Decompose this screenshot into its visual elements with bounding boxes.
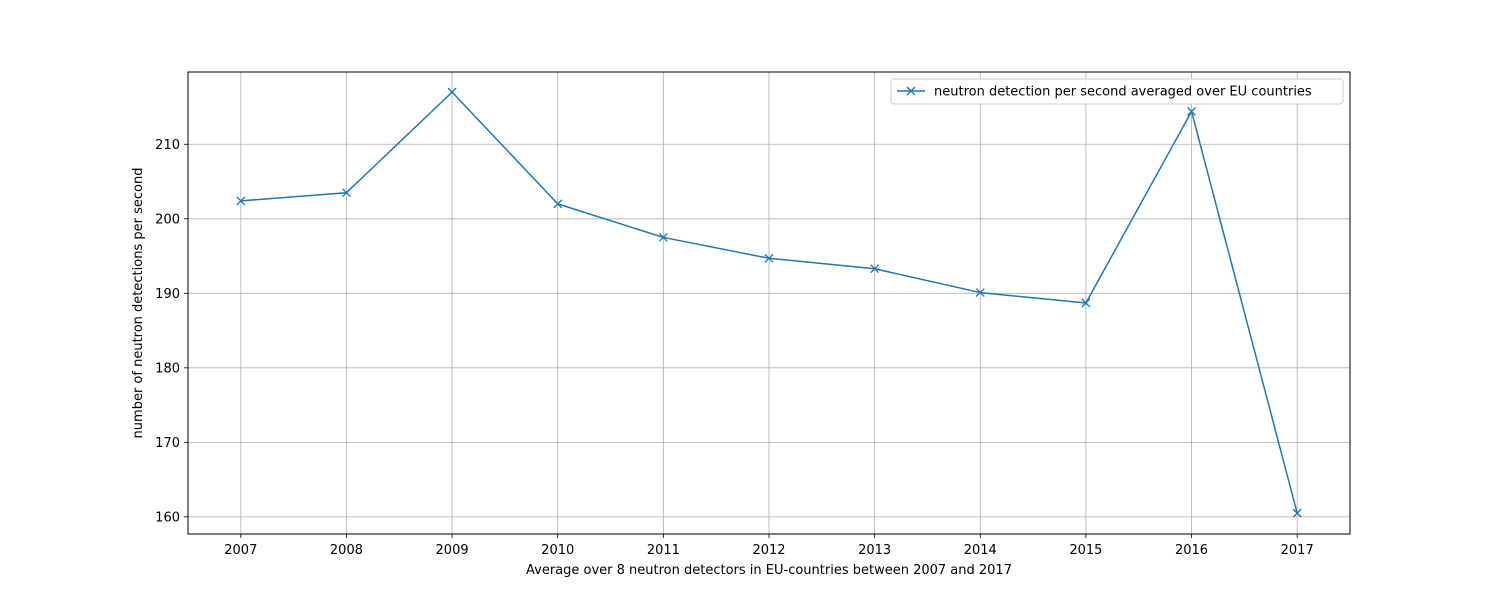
data-point-marker [1292, 508, 1302, 518]
data-point-marker [1081, 298, 1091, 308]
x-tick-label: 2007 [224, 543, 257, 558]
data-point-marker [764, 253, 774, 263]
x-tick-label: 2012 [752, 543, 785, 558]
x-axis-ticks: 2007 2008 2009 2010 2011 2012 2013 2014 2015 2016… [224, 534, 1314, 558]
data-point-marker [553, 199, 563, 209]
y-axis-ticks: 160 170 180 190 200 210 [155, 138, 188, 525]
x-tick-label: 2017 [1281, 543, 1314, 558]
x-axis-label: Average over 8 neutron detectors in EU-c… [526, 563, 1012, 578]
x-tick-label: 2013 [858, 543, 891, 558]
data-point-marker [975, 288, 985, 298]
data-point-marker [447, 87, 457, 97]
data-point-marker [1187, 107, 1197, 116]
data-point-marker [341, 188, 351, 198]
y-tick-label: 170 [155, 436, 180, 451]
y-tick-label: 160 [155, 510, 180, 525]
x-tick-label: 2011 [647, 543, 680, 558]
data-series [236, 87, 1302, 518]
y-axis-label: number of neutron detections per second [131, 168, 146, 439]
x-tick-label: 2015 [1069, 543, 1102, 558]
legend: neutron detection per second averaged ov… [890, 78, 1344, 105]
x-tick-label: 2009 [436, 543, 469, 558]
grid-lines [188, 72, 1350, 534]
y-tick-label: 210 [155, 138, 180, 153]
x-tick-label: 2014 [964, 543, 997, 558]
data-point-marker [870, 264, 880, 274]
x-tick-label: 2010 [541, 543, 574, 558]
y-tick-label: 200 [155, 212, 180, 227]
data-point-marker [658, 232, 668, 242]
legend-box [890, 78, 1344, 105]
legend-marker-icon [906, 86, 916, 96]
legend-entry-label: neutron detection per second averaged ov… [934, 85, 1312, 100]
y-tick-label: 190 [155, 287, 180, 302]
x-tick-label: 2016 [1175, 543, 1208, 558]
y-tick-label: 180 [155, 361, 180, 376]
data-point-marker [236, 196, 246, 206]
x-tick-label: 2008 [330, 543, 363, 558]
